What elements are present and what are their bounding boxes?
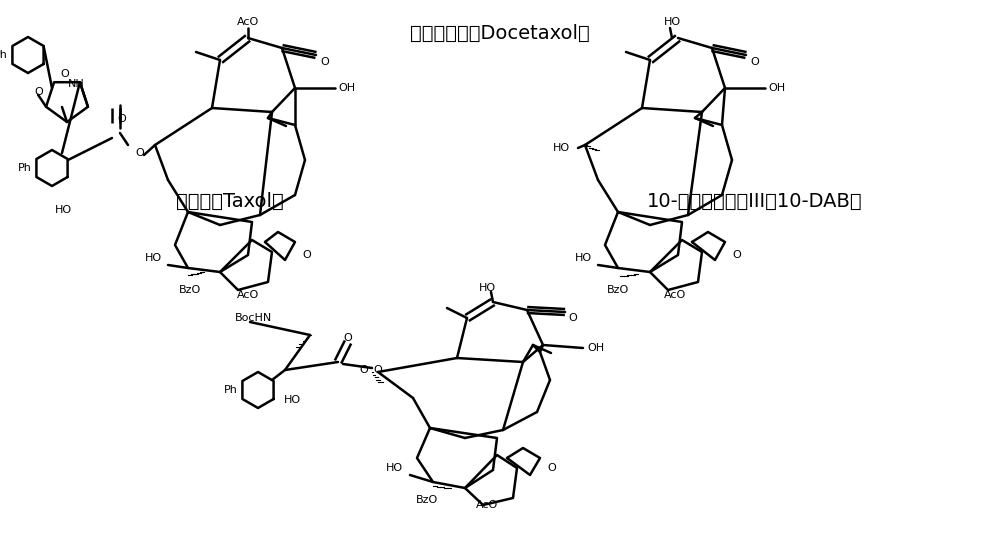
- Text: O: O: [547, 463, 556, 473]
- Text: O: O: [732, 250, 741, 260]
- Text: O: O: [302, 250, 311, 260]
- Text: AcO: AcO: [476, 500, 498, 510]
- Text: O: O: [569, 313, 577, 323]
- Text: OH: OH: [587, 343, 604, 353]
- Text: AcO: AcO: [237, 290, 259, 300]
- Text: HO: HO: [55, 205, 72, 215]
- Text: Ph: Ph: [0, 50, 8, 60]
- Text: 10-去乙酰巴卡丁III（10-DAB）: 10-去乙酰巴卡丁III（10-DAB）: [647, 192, 863, 211]
- Text: O: O: [321, 57, 329, 67]
- Text: O: O: [374, 365, 382, 375]
- Text: BocHN: BocHN: [235, 313, 272, 323]
- Text: O: O: [136, 148, 144, 158]
- Text: NH: NH: [68, 79, 85, 89]
- Text: HO: HO: [553, 143, 570, 153]
- Text: O: O: [61, 69, 69, 79]
- Text: O: O: [35, 87, 43, 97]
- Text: BzO: BzO: [179, 285, 201, 295]
- Text: AcO: AcO: [664, 290, 686, 300]
- Text: OH: OH: [768, 83, 785, 93]
- Text: Ph: Ph: [18, 163, 32, 173]
- Text: 多西紫杉醇（Docetaxol）: 多西紫杉醇（Docetaxol）: [410, 24, 590, 43]
- Text: HO: HO: [145, 253, 162, 263]
- Text: O: O: [344, 333, 352, 343]
- Text: HO: HO: [283, 395, 301, 405]
- Text: BzO: BzO: [607, 285, 629, 295]
- Text: O: O: [359, 365, 368, 375]
- Text: AcO: AcO: [237, 17, 259, 27]
- Text: OH: OH: [338, 83, 355, 93]
- Text: O: O: [118, 114, 126, 124]
- Text: Ph: Ph: [224, 385, 238, 395]
- Text: HO: HO: [386, 463, 403, 473]
- Text: HO: HO: [575, 253, 592, 263]
- Text: HO: HO: [663, 17, 681, 27]
- Text: O: O: [751, 57, 759, 67]
- Text: 紫杉醇（Taxol）: 紫杉醇（Taxol）: [176, 192, 284, 211]
- Text: HO: HO: [478, 283, 496, 293]
- Text: BzO: BzO: [416, 495, 438, 505]
